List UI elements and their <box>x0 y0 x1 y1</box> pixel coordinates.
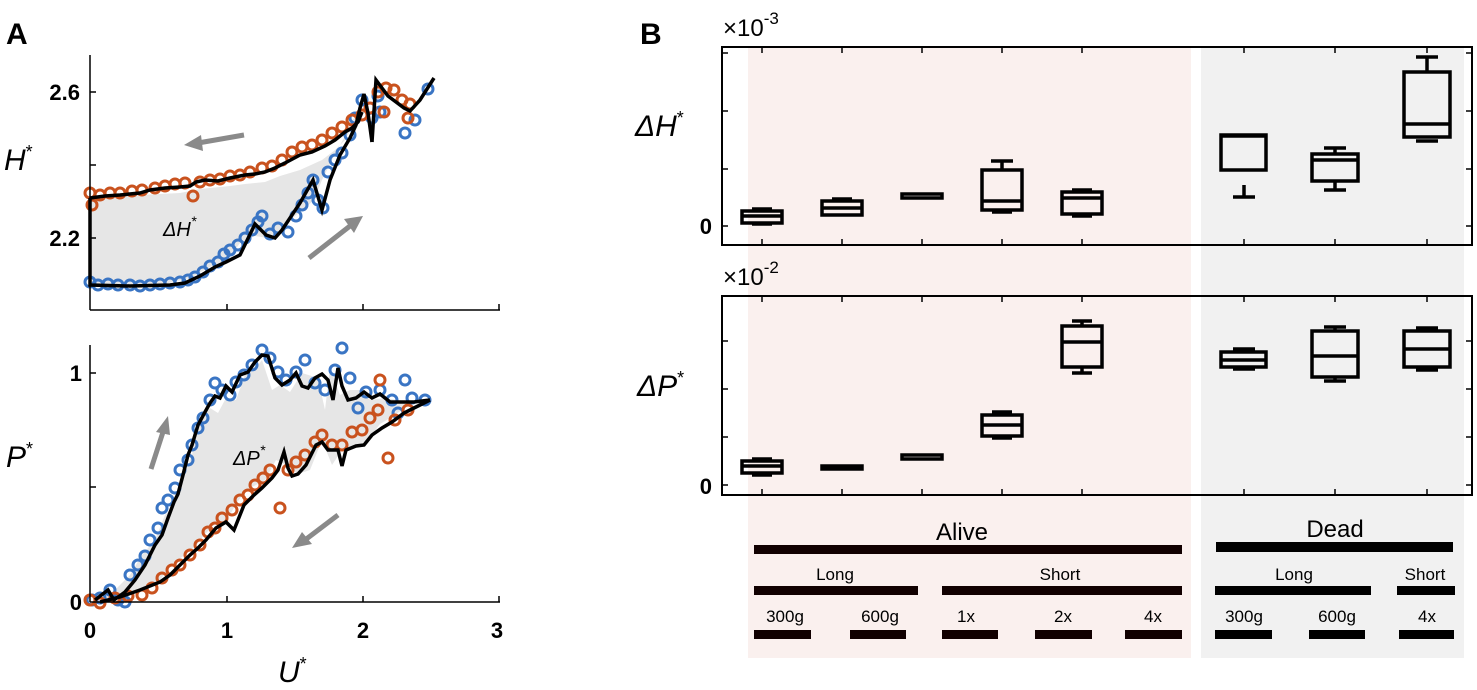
xtick-0: 0 <box>84 618 96 643</box>
box-alive-short-1x <box>900 192 944 200</box>
ticks <box>90 372 500 602</box>
box-alive-long-300g <box>740 207 784 226</box>
ticks <box>722 296 1472 495</box>
exponent-label-p: ×10-2 <box>723 258 779 291</box>
ytick-2-2: 2.2 <box>49 226 80 251</box>
xlabel-u-star: U* <box>278 654 307 689</box>
ticks <box>722 47 1472 245</box>
axes-box <box>721 295 1473 496</box>
plot-delta-h: ×10-3 0 ΔH* <box>634 9 1473 246</box>
box-alive-short-1x <box>900 453 944 461</box>
ytick-2-6: 2.6 <box>49 80 80 105</box>
box-dead-long-300g <box>1219 133 1268 199</box>
group-label-alive: Alive <box>936 519 988 546</box>
subgroup-bar-dead-short <box>1397 586 1455 595</box>
arrow-decreasing-icon <box>184 132 245 151</box>
box-alive-long-600g <box>820 464 864 471</box>
subgroup-label-dead-long: Long <box>1275 565 1313 584</box>
ytick-0: 0 <box>70 590 82 615</box>
ylabel-p-star: P* <box>6 439 33 474</box>
panel-letter-a: A <box>6 18 28 51</box>
item-bar <box>1309 630 1365 639</box>
box-alive-short-2x <box>980 159 1024 214</box>
item-label-alive-600g: 600g <box>861 607 899 626</box>
item-bar <box>1399 630 1454 639</box>
hysteresis-area-p <box>100 360 424 600</box>
alive-background <box>748 48 1191 658</box>
group-legend: Alive Long Short 300g 600g 1x 2x 4x Dead… <box>754 516 1455 639</box>
plot-p-star: ΔP* 1 0 0 1 2 3 P* U* <box>6 341 503 689</box>
ytick-0: 0 <box>700 474 712 499</box>
annotation-delta-p: ΔP* <box>232 442 266 470</box>
box-alive-short-2x <box>980 410 1024 440</box>
item-label-dead-600g: 600g <box>1318 607 1356 626</box>
subgroup-label-dead-short: Short <box>1405 565 1446 584</box>
ytick-0: 0 <box>700 214 712 239</box>
box-dead-long-600g <box>1310 325 1360 383</box>
panel-letter-b: B <box>640 18 662 51</box>
item-label-dead-300g: 300g <box>1225 607 1263 626</box>
ylabel-delta-h: ΔH* <box>634 108 684 143</box>
box-alive-long-600g <box>820 197 864 217</box>
mean-line-increasing <box>93 353 431 603</box>
hysteresis-area-h <box>90 108 368 285</box>
item-label-alive-1x: 1x <box>957 607 975 626</box>
box-alive-short-4x <box>1060 319 1104 375</box>
box-dead-short-4x <box>1402 55 1452 143</box>
item-bar <box>754 630 811 639</box>
box-dead-long-600g <box>1310 146 1360 192</box>
axes-box <box>721 46 1473 246</box>
ticks <box>90 91 500 310</box>
ylabel-delta-p: ΔP* <box>636 368 684 403</box>
xtick-3: 3 <box>491 618 503 643</box>
plot-delta-p: ×10-2 0 ΔP* <box>636 258 1473 499</box>
xtick-1: 1 <box>221 618 233 643</box>
item-label-alive-4x: 4x <box>1144 607 1162 626</box>
item-label-alive-300g: 300g <box>766 607 804 626</box>
subgroup-bar-dead-long <box>1215 586 1371 595</box>
item-bar <box>1215 630 1272 639</box>
subgroup-bar-alive-short <box>942 586 1182 595</box>
item-label-alive-2x: 2x <box>1054 607 1072 626</box>
box-alive-short-4x <box>1060 188 1104 218</box>
annotation-delta-h: ΔH* <box>162 213 197 241</box>
boxes <box>740 319 1452 477</box>
subgroup-bar-alive-long <box>754 586 918 595</box>
mean-line-decreasing <box>99 398 431 604</box>
item-bar <box>1035 630 1092 639</box>
mean-line-decreasing <box>370 75 436 143</box>
box-dead-short-4x <box>1402 326 1452 372</box>
group-bar-alive <box>754 545 1182 554</box>
arrow-increasing-icon <box>307 216 363 260</box>
arrow-decreasing-icon <box>292 513 340 548</box>
item-bar <box>942 630 998 639</box>
exponent-label-h: ×10-3 <box>723 9 779 42</box>
xtick-2: 2 <box>357 618 369 643</box>
arrow-increasing-icon <box>148 416 170 470</box>
item-bar <box>850 630 906 639</box>
group-bar-dead <box>1216 542 1453 552</box>
ylabel-h-star: H* <box>4 142 33 177</box>
subgroup-label-alive-long: Long <box>816 565 854 584</box>
group-label-dead: Dead <box>1306 516 1363 543</box>
boxes <box>740 55 1452 226</box>
box-dead-long-300g <box>1219 347 1268 371</box>
ytick-1: 1 <box>70 361 82 386</box>
subgroup-label-alive-short: Short <box>1040 565 1081 584</box>
item-bar <box>1125 630 1182 639</box>
mean-line-decreasing-upper <box>89 111 364 200</box>
item-label-dead-4x: 4x <box>1418 607 1436 626</box>
plot-h-star: ΔH* 2.6 2.2 H* <box>4 55 500 311</box>
box-alive-long-300g <box>740 457 784 477</box>
